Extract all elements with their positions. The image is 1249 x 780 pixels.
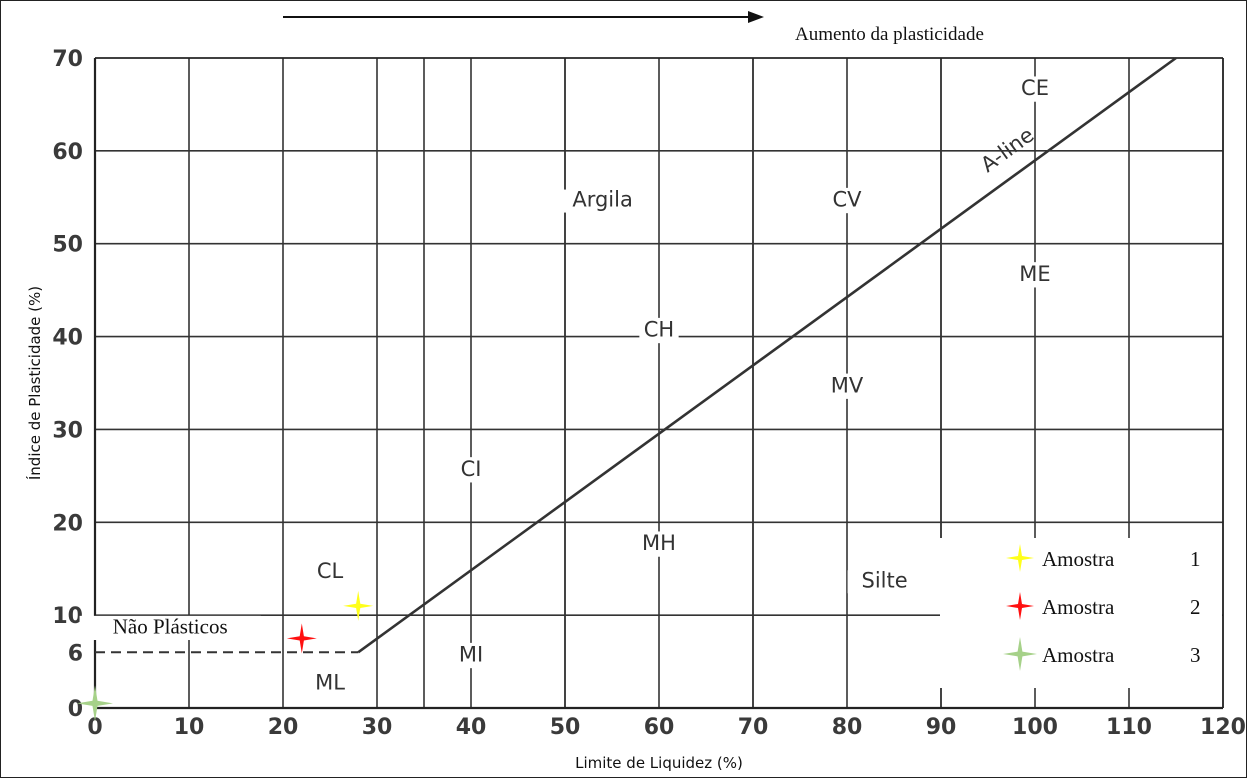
zone-label: CH bbox=[644, 318, 674, 342]
chart-title: Aumento da plasticidade bbox=[795, 24, 984, 45]
tick-labels: 0 10 20 30 40 50 60 70 80 90 100 110 120 0 6 10 20 30 40 50… bbox=[52, 47, 1246, 740]
y-tick-label: 30 bbox=[52, 418, 83, 443]
y-tick-label: 6 bbox=[68, 641, 83, 666]
zone-label-bg bbox=[1015, 76, 1055, 102]
sample-point-2 bbox=[286, 623, 317, 654]
y-tick-label: 40 bbox=[52, 326, 83, 351]
legend-number: 3 bbox=[1190, 643, 1201, 667]
x-tick-label: 40 bbox=[456, 715, 487, 740]
x-tick-label: 50 bbox=[550, 715, 581, 740]
sample-point-1 bbox=[343, 590, 374, 621]
x-tick-label: 110 bbox=[1106, 715, 1152, 740]
x-tick-label: 80 bbox=[832, 715, 863, 740]
zone-label: MH bbox=[642, 531, 676, 555]
zone-label: CI bbox=[461, 457, 482, 481]
zone-label-bg bbox=[79, 615, 261, 641]
zone-label: CL bbox=[317, 559, 344, 583]
legend-label: Amostra bbox=[1042, 595, 1115, 619]
x-tick-label: 90 bbox=[926, 715, 957, 740]
zone-label: CE bbox=[1021, 76, 1049, 100]
legend-number: 1 bbox=[1190, 547, 1201, 571]
zone-label-bg bbox=[847, 570, 922, 594]
zone-label-bg bbox=[559, 189, 646, 213]
y-tick-label: 0 bbox=[68, 697, 83, 722]
zone-label: Silte bbox=[862, 568, 908, 592]
x-tick-label: 20 bbox=[268, 715, 299, 740]
legend-background bbox=[940, 538, 1222, 688]
title-group: Aumento da plasticidade bbox=[283, 11, 984, 45]
legend-label: Amostra bbox=[1042, 547, 1115, 571]
legend-number: 2 bbox=[1190, 595, 1201, 619]
legend-marker-3 bbox=[1003, 637, 1037, 671]
grid bbox=[93, 57, 1224, 710]
y-axis-label: Índice de Plasticidade (%) bbox=[25, 286, 44, 480]
x-tick-label: 30 bbox=[362, 715, 393, 740]
zone-label: Não Plásticos bbox=[113, 615, 228, 639]
y-tick-label: 60 bbox=[52, 140, 83, 165]
zone-label: ME bbox=[1019, 262, 1050, 286]
zone-label-bg bbox=[639, 531, 679, 557]
sample-point-3 bbox=[77, 685, 113, 722]
zone-label: Argila bbox=[572, 188, 633, 212]
zone-label-bg bbox=[310, 670, 350, 697]
zone-label-bg bbox=[827, 187, 867, 214]
x-tick-label: 120 bbox=[1200, 715, 1246, 740]
y-tick-label: 70 bbox=[52, 47, 83, 72]
legend-marker-2 bbox=[1006, 592, 1034, 620]
zone-label: MI bbox=[459, 643, 483, 667]
x-axis-label: Limite de Liquidez (%) bbox=[575, 754, 743, 772]
legend: Amostra 1 Amostra 2 Amostra 3 bbox=[940, 538, 1222, 688]
zone-label-bg bbox=[451, 642, 491, 669]
legend-marker-1 bbox=[1006, 544, 1034, 572]
x-tick-label: 100 bbox=[1012, 715, 1058, 740]
sample-points bbox=[77, 590, 374, 722]
zone-labels: CE CV Argila ME CH MV CI MH CL Silte Não Plásticos… bbox=[79, 76, 1055, 697]
zone-label-bg bbox=[310, 559, 350, 585]
y-tick-label: 50 bbox=[52, 233, 83, 258]
zone-label-bg bbox=[1015, 262, 1055, 288]
zone-label: CV bbox=[832, 188, 862, 212]
zone-label: MV bbox=[831, 373, 864, 397]
y-tick-label: 10 bbox=[52, 604, 83, 629]
zone-label: ML bbox=[315, 670, 345, 694]
zone-label-bg bbox=[639, 317, 679, 344]
legend-label: Amostra bbox=[1042, 643, 1115, 667]
x-tick-label: 70 bbox=[738, 715, 769, 740]
zone-label-bg bbox=[827, 373, 867, 399]
x-tick-label: 0 bbox=[87, 715, 102, 740]
x-tick-label: 10 bbox=[174, 715, 205, 740]
x-tick-label: 60 bbox=[644, 715, 675, 740]
y-tick-label: 20 bbox=[52, 511, 83, 536]
a-line bbox=[357, 56, 1177, 654]
zone-label-bg bbox=[451, 457, 491, 483]
